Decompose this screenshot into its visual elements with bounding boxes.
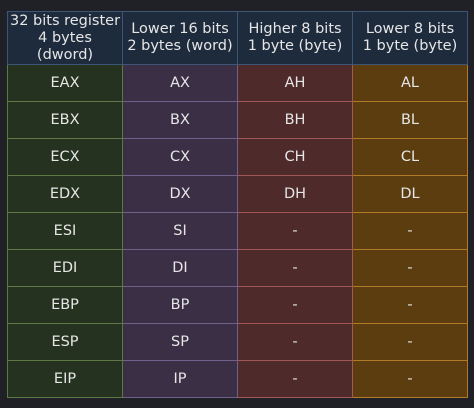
high-byte-register-cell: AH: [237, 64, 353, 102]
word-register-cell: AX: [122, 64, 238, 102]
table-row: EBX BX BH BL: [7, 101, 468, 139]
header-lower-16-bits: Lower 16 bits 2 bytes (word): [122, 11, 238, 65]
header-lower-8-bits-size: 1 byte (byte): [362, 38, 458, 54]
dword-register-cell: ESP: [7, 323, 123, 361]
word-register-cell: DX: [122, 175, 238, 213]
word-register-cell: SP: [122, 323, 238, 361]
header-32bit-register-title: 32 bits register: [9, 12, 121, 29]
word-register-cell: BX: [122, 101, 238, 139]
header-32bit-register: 32 bits register 4 bytes (dword): [7, 11, 123, 65]
high-byte-register-cell: -: [237, 249, 353, 287]
table-row: EDI DI - -: [7, 249, 468, 287]
table-row: ESP SP - -: [7, 323, 468, 361]
low-byte-register-cell: -: [352, 212, 468, 250]
low-byte-register-cell: BL: [352, 101, 468, 139]
register-table: 32 bits register 4 bytes (dword) Lower 1…: [7, 11, 468, 398]
word-register-cell: CX: [122, 138, 238, 176]
low-byte-register-cell: -: [352, 360, 468, 398]
header-32bit-register-size: 4 bytes (dword): [36, 29, 94, 63]
dword-register-cell: ECX: [7, 138, 123, 176]
low-byte-register-cell: -: [352, 323, 468, 361]
dword-register-cell: EBP: [7, 286, 123, 324]
dword-register-cell: EIP: [7, 360, 123, 398]
header-lower-16-bits-size: 2 bytes (word): [127, 38, 233, 54]
dword-register-cell: EDI: [7, 249, 123, 287]
low-byte-register-cell: -: [352, 286, 468, 324]
table-row: EDX DX DH DL: [7, 175, 468, 213]
table-row: EBP BP - -: [7, 286, 468, 324]
low-byte-register-cell: AL: [352, 64, 468, 102]
high-byte-register-cell: -: [237, 323, 353, 361]
high-byte-register-cell: -: [237, 360, 353, 398]
dword-register-cell: ESI: [7, 212, 123, 250]
dword-register-cell: EAX: [7, 64, 123, 102]
table-row: ECX CX CH CL: [7, 138, 468, 176]
low-byte-register-cell: CL: [352, 138, 468, 176]
low-byte-register-cell: DL: [352, 175, 468, 213]
header-row: 32 bits register 4 bytes (dword) Lower 1…: [7, 11, 468, 65]
word-register-cell: BP: [122, 286, 238, 324]
dword-register-cell: EBX: [7, 101, 123, 139]
high-byte-register-cell: -: [237, 286, 353, 324]
word-register-cell: IP: [122, 360, 238, 398]
high-byte-register-cell: CH: [237, 138, 353, 176]
header-higher-8-bits-size: 1 byte (byte): [247, 38, 343, 54]
header-higher-8-bits: Higher 8 bits 1 byte (byte): [237, 11, 353, 65]
dword-register-cell: EDX: [7, 175, 123, 213]
table-row: ESI SI - -: [7, 212, 468, 250]
low-byte-register-cell: -: [352, 249, 468, 287]
high-byte-register-cell: -: [237, 212, 353, 250]
table-row: EIP IP - -: [7, 360, 468, 398]
header-lower-16-bits-title: Lower 16 bits: [131, 21, 229, 37]
high-byte-register-cell: DH: [237, 175, 353, 213]
word-register-cell: DI: [122, 249, 238, 287]
header-higher-8-bits-title: Higher 8 bits: [248, 21, 342, 37]
table-row: EAX AX AH AL: [7, 64, 468, 102]
high-byte-register-cell: BH: [237, 101, 353, 139]
word-register-cell: SI: [122, 212, 238, 250]
header-lower-8-bits: Lower 8 bits 1 byte (byte): [352, 11, 468, 65]
header-lower-8-bits-title: Lower 8 bits: [365, 21, 455, 37]
